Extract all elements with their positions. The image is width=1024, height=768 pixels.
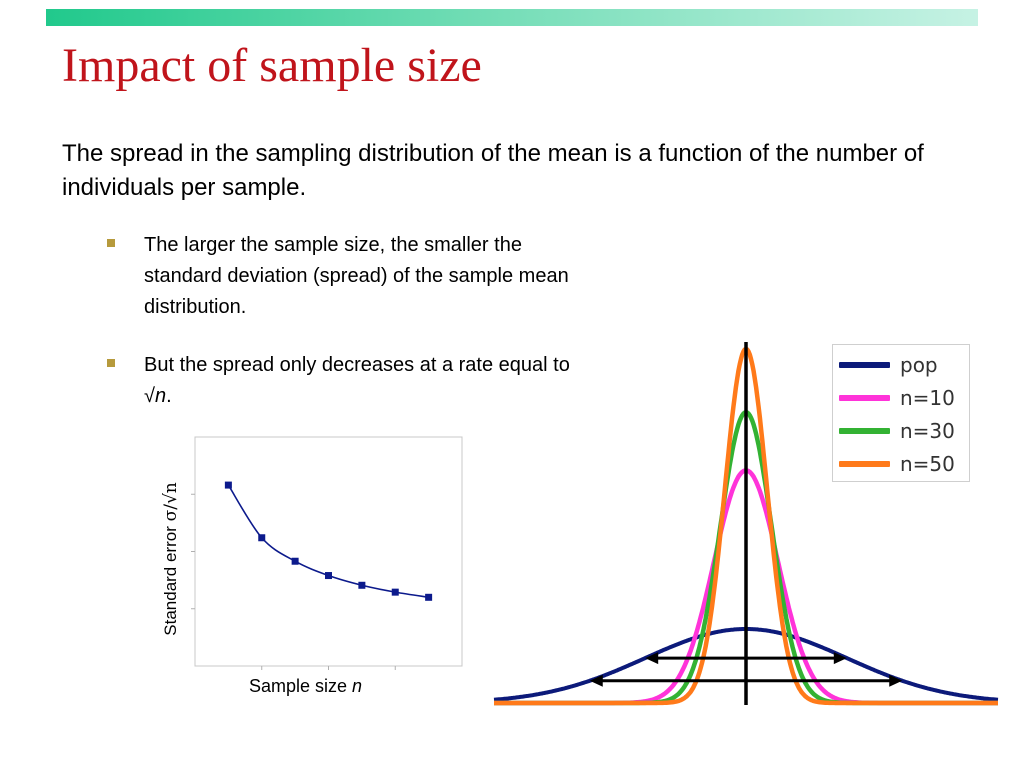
legend-item: n=50 (839, 449, 955, 479)
legend-item: n=30 (839, 416, 955, 446)
legend-swatch (839, 461, 890, 467)
data-point-marker (291, 557, 299, 565)
bullet-text: But the spread only decreases at a rate … (144, 350, 577, 412)
arrow-head-left (645, 652, 659, 665)
data-point-marker (224, 481, 232, 489)
slide-title: Impact of sample size (62, 39, 482, 92)
legend-item: pop (839, 350, 938, 380)
plot-area (194, 436, 463, 667)
legend-item: n=10 (839, 383, 955, 413)
accent-bar (46, 9, 978, 26)
intro-paragraph: The spread in the sampling distribution … (62, 140, 924, 201)
legend-label: pop (900, 353, 938, 377)
bullet-item: But the spread only decreases at a rate … (107, 350, 577, 412)
bullet-text-prefix: But the spread only decreases at a rate … (144, 354, 570, 407)
arrow-head-right (889, 674, 903, 687)
data-point-marker (325, 572, 332, 580)
data-point-marker (425, 593, 433, 601)
arrow-head-right (833, 652, 847, 665)
legend-swatch (839, 395, 890, 401)
square-bullet-icon (107, 359, 115, 367)
bullet-text: The larger the sample size, the smaller … (144, 234, 569, 318)
square-bullet-icon (107, 239, 115, 247)
data-point-marker (358, 581, 366, 589)
chart-legend: pop n=10 n=30 n=50 (832, 344, 970, 482)
x-axis-label-text: Sample size (249, 676, 353, 696)
legend-label: n=30 (900, 419, 955, 443)
bullet-variable: n (154, 385, 167, 407)
legend-swatch (839, 362, 890, 368)
x-axis-label: Sample size n (249, 676, 362, 697)
bullet-item: The larger the sample size, the smaller … (107, 230, 577, 323)
legend-label: n=10 (900, 386, 955, 410)
legend-label: n=50 (900, 452, 955, 476)
bullet-text-suffix: . (166, 385, 172, 407)
x-axis-label-variable: n (352, 676, 363, 696)
data-point-marker (258, 534, 266, 542)
arrow-head-left (589, 674, 603, 687)
legend-swatch (839, 428, 890, 434)
data-point-marker (391, 588, 399, 596)
